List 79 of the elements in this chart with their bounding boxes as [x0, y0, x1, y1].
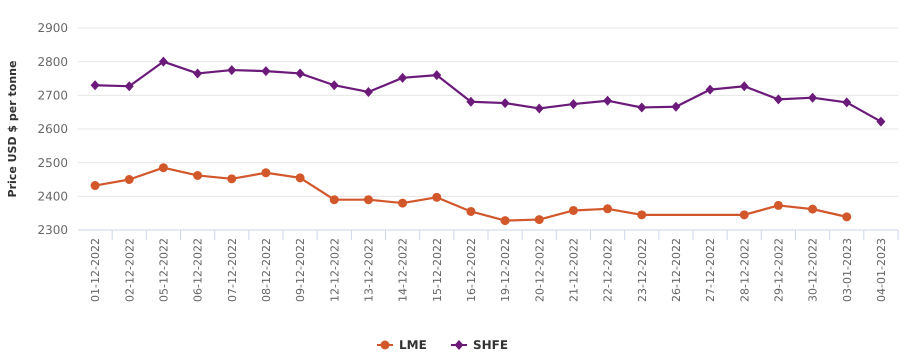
point: [158, 163, 168, 172]
point: [534, 215, 544, 224]
point: [364, 86, 373, 97]
x-tick-label: 07-12-2022: [226, 238, 239, 302]
x-tick-label: 01-12-2022: [89, 238, 102, 302]
point: [261, 168, 270, 178]
point: [193, 170, 202, 180]
x-tick-label: 14-12-2022: [396, 238, 410, 302]
point: [603, 96, 612, 106]
point: [158, 56, 168, 67]
point: [90, 181, 100, 190]
x-tick-label: 20-12-2022: [533, 238, 546, 302]
point: [842, 97, 852, 108]
point: [398, 198, 408, 208]
x-tick-label: 03-01-2023: [840, 238, 854, 302]
point: [466, 96, 476, 107]
y-tick-label: 2400: [37, 190, 68, 204]
point: [740, 210, 749, 220]
x-tick-label: 04-01-2023: [874, 238, 888, 302]
point: [500, 216, 510, 226]
point: [568, 206, 578, 215]
point: [398, 72, 408, 83]
point: [330, 80, 339, 90]
y-tick-label: 2800: [37, 54, 68, 69]
point: [774, 94, 783, 104]
point: [534, 103, 544, 114]
x-tick-label: 27-12-2022: [704, 238, 718, 302]
x-tick-label: 21-12-2022: [567, 238, 580, 302]
point: [603, 204, 612, 214]
legend-label: LME: [399, 338, 427, 352]
x-tick-label: 26-12-2022: [670, 238, 683, 302]
x-tick-label: 13-12-2022: [362, 238, 376, 302]
point: [808, 92, 818, 103]
x-tick-label: 16-12-2022: [464, 238, 478, 302]
point: [876, 116, 886, 127]
x-tick-label: 06-12-2022: [192, 238, 205, 302]
point: [432, 70, 442, 80]
y-tick-label: 2700: [37, 88, 68, 103]
x-tick-label: 09-12-2022: [294, 238, 308, 302]
point: [193, 68, 202, 78]
x-tick-label: 29-12-2022: [772, 238, 786, 302]
point: [432, 192, 442, 202]
y-tick-label: 2300: [37, 223, 68, 238]
y-axis-title: Price USD $ per tonne: [6, 60, 19, 198]
point: [124, 175, 134, 184]
x-tick-label: 22-12-2022: [602, 238, 615, 302]
x-tick-label: 23-12-2022: [636, 238, 649, 302]
point: [637, 210, 646, 220]
point: [90, 80, 100, 90]
point: [671, 102, 680, 112]
y-tick-label: 2900: [37, 21, 68, 36]
point: [842, 212, 852, 222]
x-tick-label: 28-12-2022: [738, 238, 752, 302]
y-tick-label: 2600: [37, 122, 68, 136]
y-tick-label: 2500: [37, 156, 68, 170]
x-tick-label: 19-12-2022: [499, 238, 512, 302]
point: [227, 174, 236, 184]
point: [706, 84, 715, 95]
point: [296, 173, 305, 182]
point: [808, 204, 818, 214]
point: [296, 68, 305, 78]
point: [740, 81, 749, 92]
point: [774, 200, 783, 210]
point: [568, 99, 578, 110]
x-tick-label: 08-12-2022: [260, 238, 273, 302]
x-tick-label: 30-12-2022: [806, 238, 820, 302]
point: [261, 66, 270, 76]
point: [330, 195, 339, 204]
point: [500, 98, 510, 108]
point: [637, 102, 646, 112]
x-tick-label: 02-12-2022: [123, 238, 136, 302]
point: [124, 81, 134, 92]
point: [364, 195, 373, 204]
x-tick-label: 12-12-2022: [328, 238, 342, 302]
legend-label: SHFE: [473, 338, 508, 352]
x-tick-label: 15-12-2022: [430, 238, 444, 302]
point: [466, 206, 476, 216]
point: [227, 65, 236, 76]
x-tick-label: 05-12-2022: [157, 238, 170, 302]
